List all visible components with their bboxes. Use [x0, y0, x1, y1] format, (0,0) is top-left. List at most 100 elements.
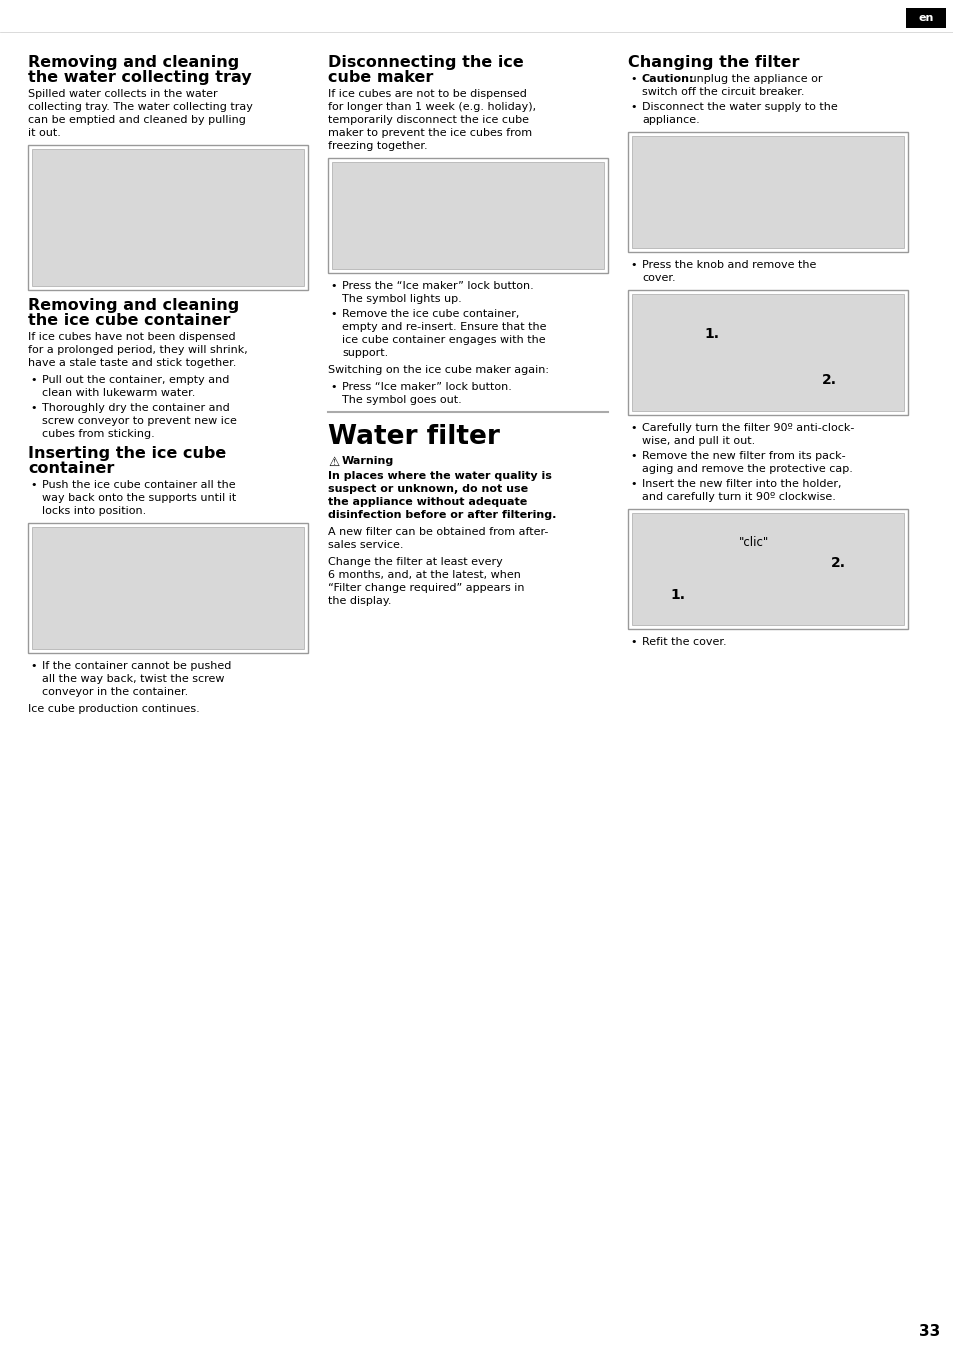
Text: Refit the cover.: Refit the cover. — [641, 637, 726, 647]
Text: Removing and cleaning: Removing and cleaning — [28, 55, 239, 70]
Text: Insert the new filter into the holder,: Insert the new filter into the holder, — [641, 479, 841, 489]
Text: •: • — [30, 481, 36, 490]
Text: Change the filter at least every: Change the filter at least every — [328, 558, 502, 567]
Text: it out.: it out. — [28, 128, 61, 138]
Text: Remove the ice cube container,: Remove the ice cube container, — [341, 309, 518, 319]
Text: have a stale taste and stick together.: have a stale taste and stick together. — [28, 358, 236, 369]
Text: 33: 33 — [918, 1324, 939, 1339]
Text: ⚠: ⚠ — [328, 456, 339, 468]
Bar — [32, 526, 304, 649]
Text: the display.: the display. — [328, 595, 391, 606]
Text: Water filter: Water filter — [328, 424, 499, 450]
Text: 1.: 1. — [703, 327, 719, 340]
Text: appliance.: appliance. — [641, 115, 699, 126]
Text: The symbol lights up.: The symbol lights up. — [341, 294, 461, 304]
Text: •: • — [629, 261, 636, 270]
Bar — [627, 290, 907, 414]
Text: If ice cubes have not been dispensed: If ice cubes have not been dispensed — [28, 332, 235, 342]
Text: and carefully turn it 90º clockwise.: and carefully turn it 90º clockwise. — [641, 491, 835, 502]
Text: •: • — [30, 662, 36, 671]
Text: suspect or unknown, do not use: suspect or unknown, do not use — [328, 485, 528, 494]
Text: Warning: Warning — [341, 456, 394, 466]
Text: "clic": "clic" — [739, 536, 768, 549]
Text: support.: support. — [341, 348, 388, 358]
Text: the ice cube container: the ice cube container — [28, 313, 231, 328]
Text: en: en — [918, 14, 933, 23]
Text: switch off the circuit breaker.: switch off the circuit breaker. — [641, 86, 803, 97]
Text: Caution:: Caution: — [641, 74, 694, 84]
Text: ice cube container engages with the: ice cube container engages with the — [341, 335, 545, 346]
Text: Ice cube production continues.: Ice cube production continues. — [28, 703, 199, 714]
Bar — [328, 158, 607, 273]
Text: 2.: 2. — [830, 556, 844, 570]
Text: sales service.: sales service. — [328, 540, 403, 549]
Text: •: • — [30, 404, 36, 413]
Text: •: • — [629, 74, 636, 84]
Text: clean with lukewarm water.: clean with lukewarm water. — [42, 387, 195, 398]
Text: Disconnect the water supply to the: Disconnect the water supply to the — [641, 103, 837, 112]
Text: Press “Ice maker” lock button.: Press “Ice maker” lock button. — [341, 382, 512, 391]
Text: Press the knob and remove the: Press the knob and remove the — [641, 261, 816, 270]
Text: freezing together.: freezing together. — [328, 140, 427, 151]
Bar — [627, 132, 907, 252]
Text: maker to prevent the ice cubes from: maker to prevent the ice cubes from — [328, 128, 532, 138]
Text: for longer than 1 week (e.g. holiday),: for longer than 1 week (e.g. holiday), — [328, 103, 536, 112]
Text: 2.: 2. — [821, 373, 836, 387]
Text: the appliance without adequate: the appliance without adequate — [328, 497, 527, 508]
Bar — [28, 144, 308, 290]
Text: wise, and pull it out.: wise, and pull it out. — [641, 436, 755, 446]
Text: cubes from sticking.: cubes from sticking. — [42, 429, 154, 439]
Text: If ice cubes are not to be dispensed: If ice cubes are not to be dispensed — [328, 89, 526, 99]
Text: for a prolonged period, they will shrink,: for a prolonged period, they will shrink… — [28, 346, 248, 355]
Text: •: • — [330, 382, 336, 391]
Text: •: • — [30, 375, 36, 385]
Text: Spilled water collects in the water: Spilled water collects in the water — [28, 89, 217, 99]
Text: temporarily disconnect the ice cube: temporarily disconnect the ice cube — [328, 115, 529, 126]
Text: cube maker: cube maker — [328, 70, 433, 85]
Bar — [631, 136, 903, 248]
Bar — [631, 513, 903, 625]
Bar — [28, 522, 308, 653]
Bar — [627, 509, 907, 629]
Text: Inserting the ice cube: Inserting the ice cube — [28, 446, 226, 460]
Text: 1.: 1. — [670, 589, 685, 602]
Bar — [332, 162, 603, 269]
Text: Push the ice cube container all the: Push the ice cube container all the — [42, 481, 235, 490]
Bar — [32, 148, 304, 286]
Text: •: • — [330, 309, 336, 319]
Text: 6 months, and, at the latest, when: 6 months, and, at the latest, when — [328, 570, 520, 580]
Text: aging and remove the protective cap.: aging and remove the protective cap. — [641, 464, 852, 474]
Text: •: • — [629, 103, 636, 112]
Text: conveyor in the container.: conveyor in the container. — [42, 687, 188, 697]
Text: “Filter change required” appears in: “Filter change required” appears in — [328, 583, 524, 593]
Text: •: • — [629, 479, 636, 489]
Text: Remove the new filter from its pack-: Remove the new filter from its pack- — [641, 451, 844, 460]
Text: cover.: cover. — [641, 273, 675, 284]
Text: Disconnecting the ice: Disconnecting the ice — [328, 55, 523, 70]
Text: •: • — [330, 281, 336, 292]
Text: Changing the filter: Changing the filter — [627, 55, 799, 70]
Text: can be emptied and cleaned by pulling: can be emptied and cleaned by pulling — [28, 115, 246, 126]
Text: Thoroughly dry the container and: Thoroughly dry the container and — [42, 404, 230, 413]
Bar — [631, 294, 903, 410]
Text: •: • — [629, 637, 636, 647]
Text: disinfection before or after filtering.: disinfection before or after filtering. — [328, 510, 556, 520]
Text: Carefully turn the filter 90º anti-clock-: Carefully turn the filter 90º anti-clock… — [641, 423, 854, 433]
Text: If the container cannot be pushed: If the container cannot be pushed — [42, 662, 232, 671]
Text: Removing and cleaning: Removing and cleaning — [28, 298, 239, 313]
Text: screw conveyor to prevent new ice: screw conveyor to prevent new ice — [42, 416, 236, 427]
Text: locks into position.: locks into position. — [42, 506, 146, 516]
Text: empty and re-insert. Ensure that the: empty and re-insert. Ensure that the — [341, 323, 546, 332]
Text: A new filter can be obtained from after-: A new filter can be obtained from after- — [328, 526, 548, 537]
Text: unplug the appliance or: unplug the appliance or — [685, 74, 821, 84]
Text: Press the “Ice maker” lock button.: Press the “Ice maker” lock button. — [341, 281, 533, 292]
Text: the water collecting tray: the water collecting tray — [28, 70, 252, 85]
Bar — [905, 8, 945, 28]
Text: •: • — [629, 451, 636, 460]
Text: In places where the water quality is: In places where the water quality is — [328, 471, 551, 481]
Text: Pull out the container, empty and: Pull out the container, empty and — [42, 375, 229, 385]
Text: way back onto the supports until it: way back onto the supports until it — [42, 493, 236, 504]
Text: container: container — [28, 460, 114, 477]
Text: Switching on the ice cube maker again:: Switching on the ice cube maker again: — [328, 364, 548, 375]
Text: collecting tray. The water collecting tray: collecting tray. The water collecting tr… — [28, 103, 253, 112]
